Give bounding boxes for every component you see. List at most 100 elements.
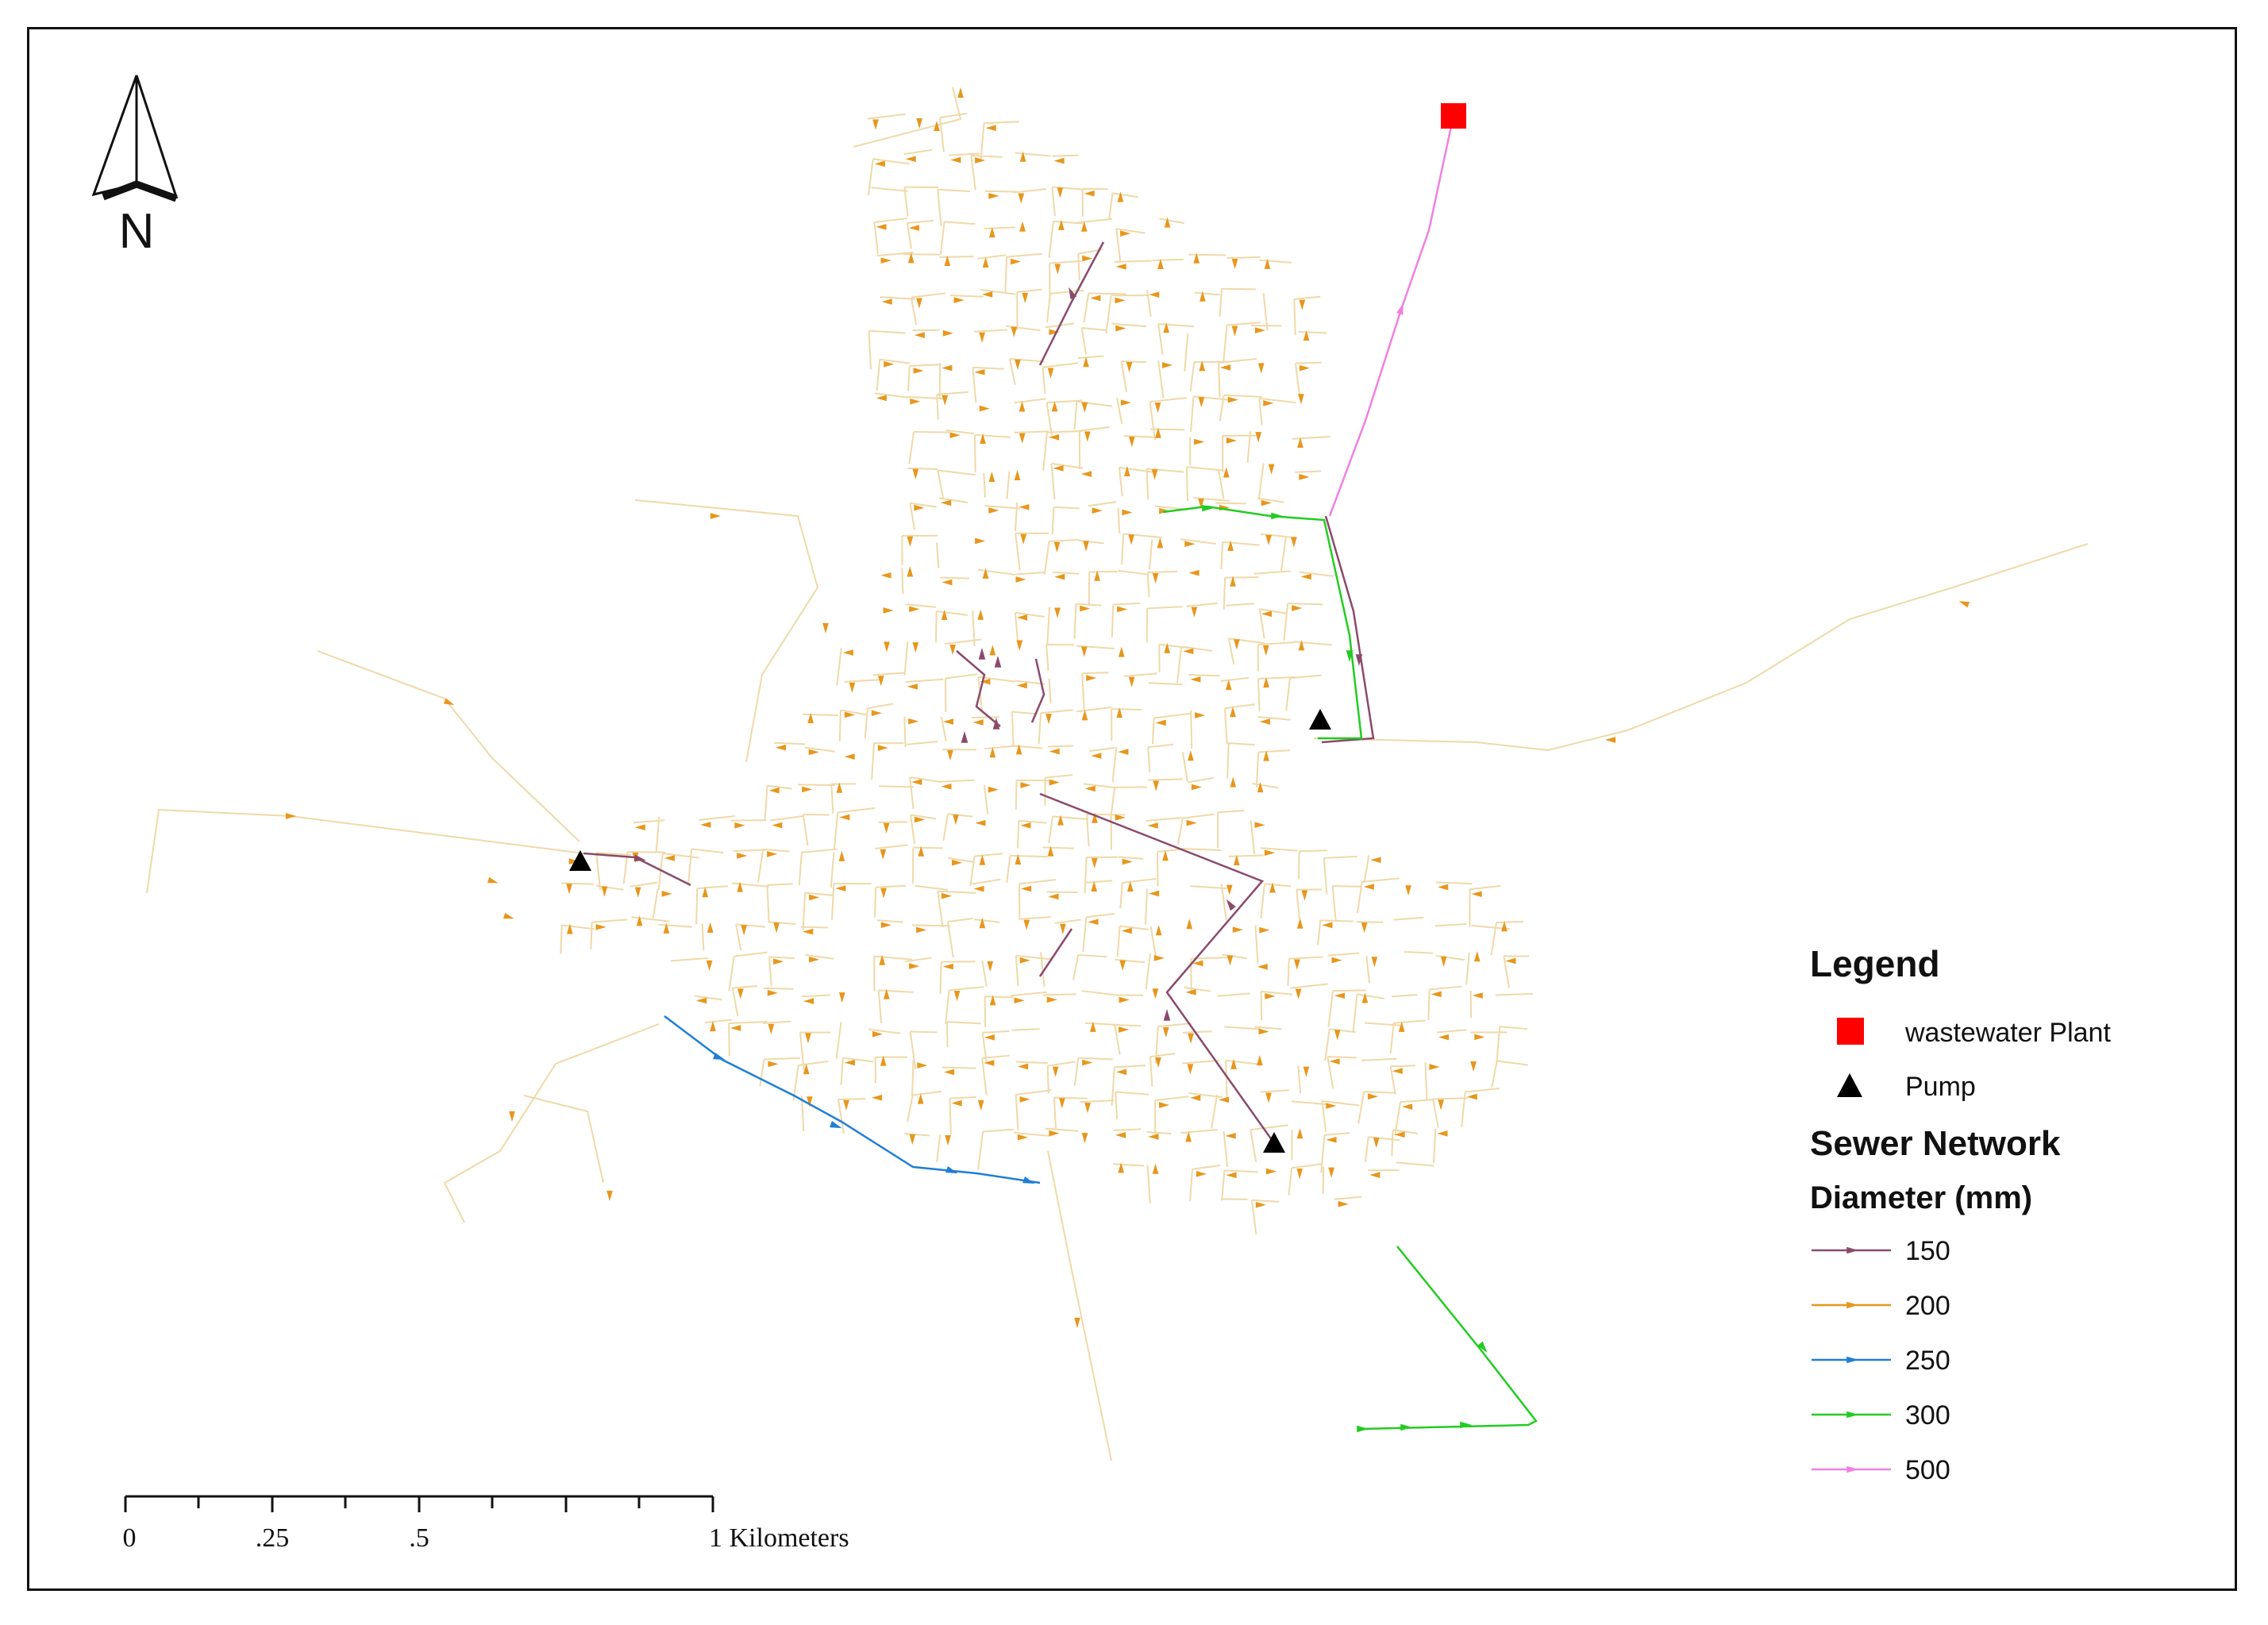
flow-arrow-200mm [1188,750,1194,761]
flow-arrow-300mm [1346,650,1353,662]
pipe-200mm-segment [759,1059,765,1087]
flow-arrow-200mm [880,1055,887,1066]
flow-arrow-200mm [1183,648,1194,655]
pipe-200mm-segment [1190,710,1193,749]
flow-arrow-200mm [1265,993,1276,999]
pipe-200mm-segment [836,648,842,686]
pipe-200mm-segment [945,429,974,435]
pipe-200mm-segment [1047,1061,1076,1067]
pipe-200mm-segment [1259,397,1296,404]
flow-arrow-200mm [1226,884,1233,895]
sewer-250mm-pipe [664,1015,1041,1184]
pipe-200mm-segment [876,252,914,257]
flow-arrow-200mm [1019,151,1026,162]
pipe-200mm-segment [1280,536,1287,572]
legend-diameter-items: 150 200 250 300 500 [1812,1236,1950,1485]
pipe-200mm-segment [907,1095,914,1122]
map-frame [27,27,2237,1591]
flow-arrow-200mm [916,117,922,129]
pipe-200mm-segment [1122,877,1157,884]
pipe-200mm-segment [1299,849,1328,853]
pipe-200mm-segment [1113,603,1141,606]
flow-arrow-200mm [1257,1055,1263,1066]
pipe-200mm-segment [1147,747,1151,773]
pipe-200mm-segment [1288,956,1323,960]
east-branch-pipe [1313,543,2089,752]
pipe-200mm-segment [1192,497,1230,502]
pipe-200mm-segment [1465,1088,1500,1093]
pipe-200mm-segment [838,1099,845,1134]
pipe-200mm-segment [1361,877,1400,884]
pipe-200mm-segment [1077,253,1080,281]
flow-arrow-200mm [1186,918,1193,930]
northwest-branch-pipe [317,650,580,842]
flow-arrow-200mm [844,711,856,718]
pipe-200mm-segment [1220,884,1227,921]
pipe-200mm-segment [1111,747,1118,783]
pipe-200mm-segment [938,497,968,504]
pipe-200mm-segment [1158,323,1195,328]
pipe-200mm-segment [1295,361,1322,364]
pipe-200mm-segment [910,502,937,508]
pipe-200mm-segment [763,1020,791,1024]
flow-arrow-200mm [487,876,499,884]
pipe-200mm-segment [1038,713,1042,745]
pipe-200mm-segment [1288,603,1323,606]
flow-arrow-200mm [1257,781,1264,793]
pipe-200mm-segment [1435,954,1465,961]
flow-arrow-200mm [1301,890,1308,901]
flow-arrow-200mm [1163,322,1170,333]
pipe-200mm-segment [1352,994,1358,1032]
pipe-200mm-segment [1257,715,1291,721]
flow-arrow-200mm [1338,1200,1349,1207]
pipe-200mm-segment [984,226,1015,230]
pipe-200mm-segment [1293,641,1332,646]
pipe-200mm-segment [1223,541,1260,546]
flow-arrow-200mm [767,851,778,857]
pipe-200mm-segment [1264,883,1292,888]
pipe-200mm-segment [1257,463,1265,499]
pipe-200mm-segment [1222,953,1247,960]
flow-arrow-200mm [916,926,927,934]
flow-arrow-200mm [1298,640,1305,651]
flow-arrow-200mm [1015,853,1022,865]
pipe-200mm-segment [591,918,628,923]
pipe-200mm-segment [1189,362,1196,392]
pipe-200mm-segment [732,985,758,989]
pipe-200mm-segment [910,814,916,845]
flow-arrow-200mm [1092,507,1103,514]
pipe-200mm-segment [1393,1019,1426,1024]
pipe-200mm-segment [1052,186,1086,191]
flow-arrow-200mm [975,157,986,164]
pipe-200mm-segment [939,112,968,119]
legend-line-arrow [1846,1301,1858,1309]
pipe-200mm-segment [1050,463,1056,500]
pipe-200mm-segment [1073,401,1078,430]
flow-arrow-200mm [1048,433,1060,441]
flow-arrow-200mm [1230,576,1236,587]
pipe-200mm-segment [1146,817,1182,822]
flow-arrow-200mm [951,859,963,866]
pipe-200mm-segment [1116,228,1146,234]
flow-arrow-200mm [1080,646,1088,657]
north-top-pipe [853,87,962,148]
flow-arrow-200mm [1429,1064,1440,1070]
pipe-200mm-segment [876,359,881,391]
flow-arrow-200mm [1115,1132,1126,1138]
legend-diameter-label: 150 [1905,1236,1950,1266]
flow-arrow-200mm [1018,503,1030,510]
pipe-200mm-segment [1496,1026,1501,1065]
pipe-200mm-segment [1144,888,1149,926]
flow-arrow-200mm [1118,1162,1124,1173]
pipe-200mm-segment [1118,467,1123,497]
pipe-200mm-segment [1080,327,1088,355]
wastewater-plant-marker [1441,103,1466,129]
pipe-200mm-segment [1223,325,1228,363]
legend-title: Legend [1810,943,1940,984]
flow-arrow-200mm [1438,1099,1444,1111]
pipe-200mm-segment [974,853,1003,857]
flow-arrow-200mm [1297,437,1303,448]
flow-arrow-200mm [1051,401,1058,412]
flow-arrow-200mm [943,1069,955,1076]
pipe-200mm-segment [1051,506,1055,535]
